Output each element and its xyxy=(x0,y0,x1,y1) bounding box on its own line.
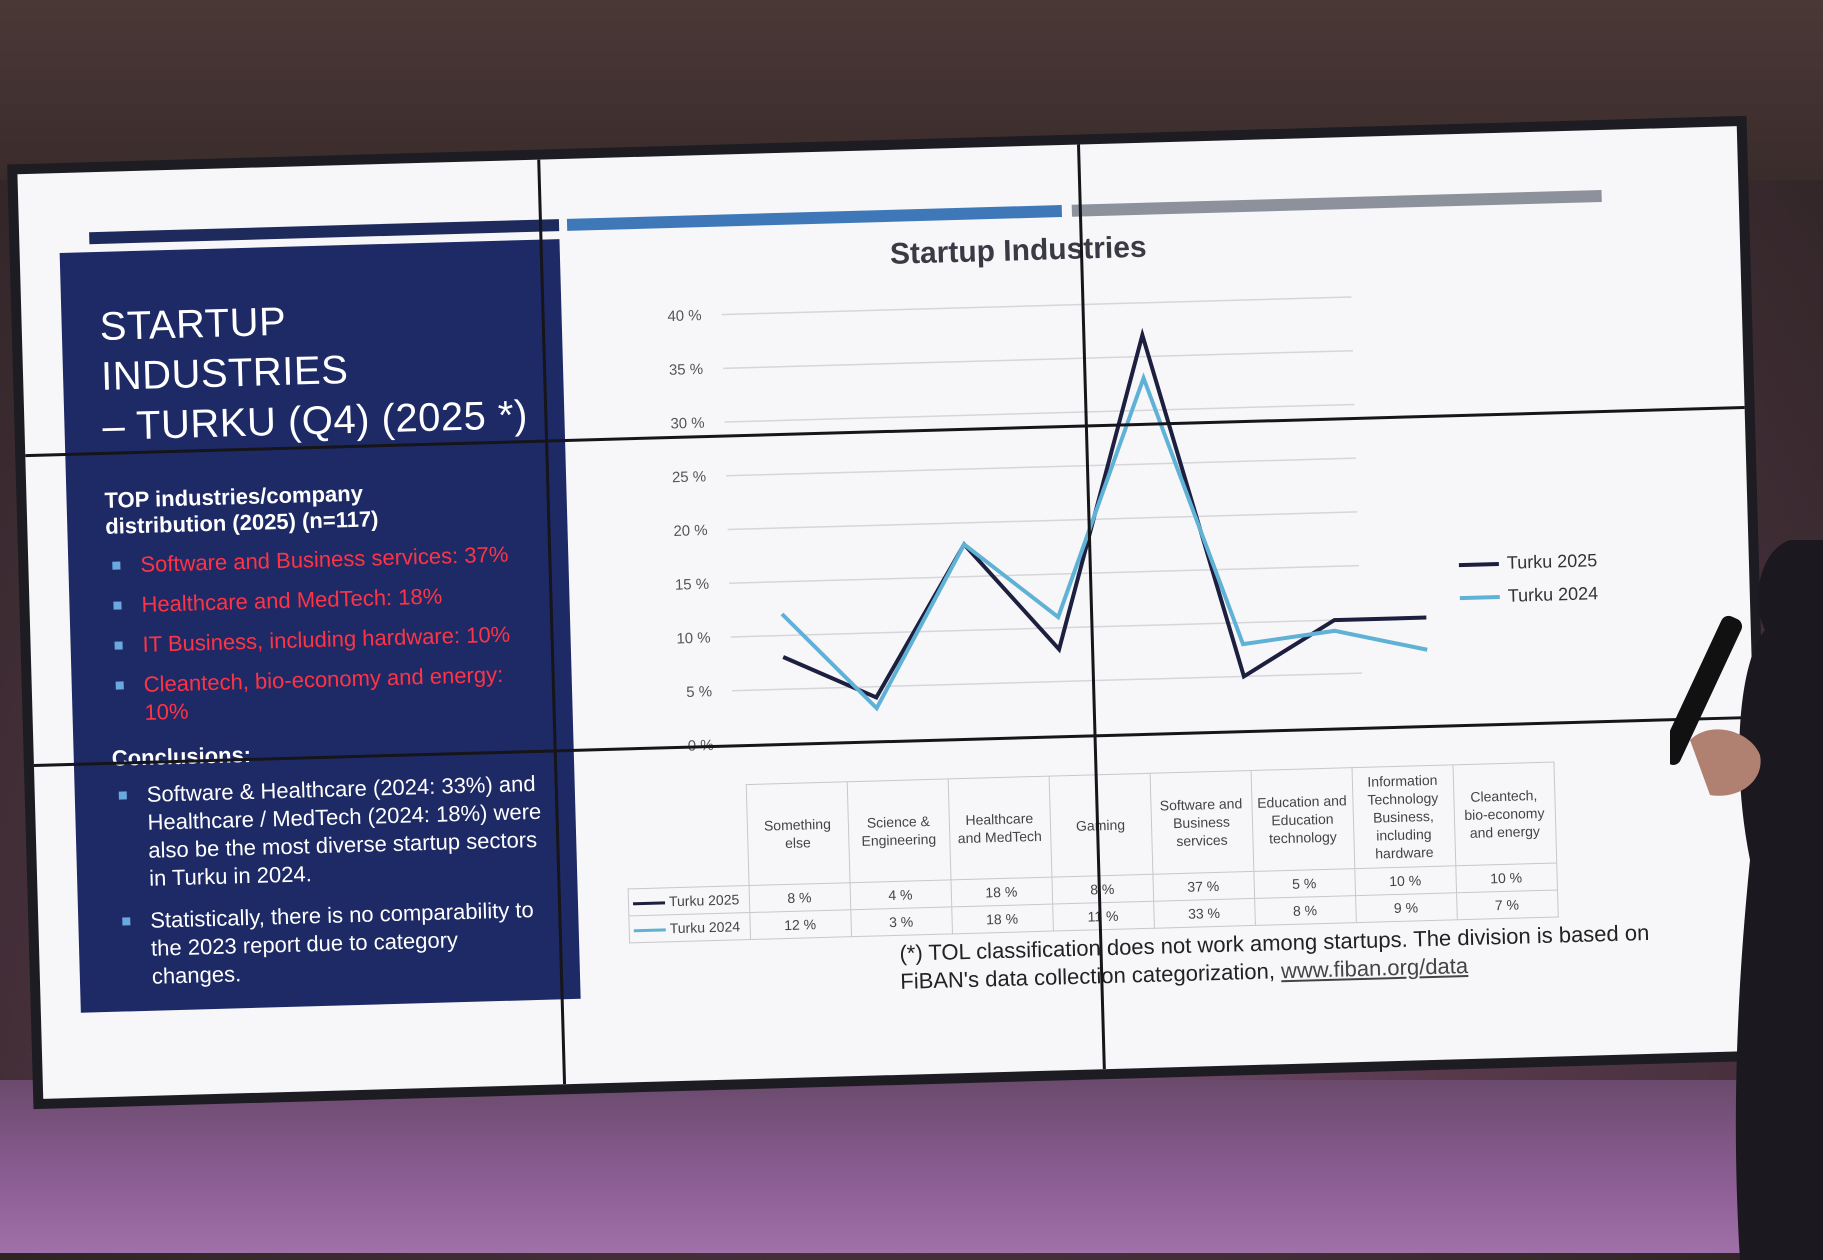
category-label: Education and Education technology xyxy=(1251,768,1355,872)
gridline xyxy=(723,351,1353,369)
list-item: IT Business, including hardware: 10% xyxy=(108,620,543,660)
list-item: Software and Business services: 37% xyxy=(106,540,541,580)
legend-item-2024: Turku 2024 xyxy=(1460,583,1599,608)
accent-bar-blue xyxy=(567,205,1062,231)
list-item: Software & Healthcare (2024: 33%) and He… xyxy=(112,770,549,894)
y-tick-label: 30 % xyxy=(670,415,705,433)
gridline xyxy=(726,458,1356,476)
series-line-0 xyxy=(774,327,1428,700)
series-line-1 xyxy=(776,370,1429,710)
legend-swatch xyxy=(1460,594,1500,599)
y-tick-label: 35 % xyxy=(669,361,704,379)
data-label: 18 % xyxy=(951,904,1053,934)
chart-legend: Turku 2025 Turku 2024 xyxy=(1459,550,1599,620)
summary-panel: STARTUP INDUSTRIES – TURKU (Q4) (2025 *)… xyxy=(60,239,581,1013)
row-label: Turku 2025 xyxy=(669,891,740,909)
data-label: 18 % xyxy=(950,877,1052,907)
row-label: Turku 2024 xyxy=(670,918,741,936)
slide-title-line2: – TURKU (Q4) (2025 *) xyxy=(102,393,529,449)
data-label: 9 % xyxy=(1355,893,1457,923)
row-swatch xyxy=(634,928,666,932)
y-tick-label: 20 % xyxy=(673,522,708,540)
list-item: Cleantech, bio-economy and energy: 10% xyxy=(109,660,544,728)
data-label: 10 % xyxy=(1455,863,1557,893)
legend-item-2025: Turku 2025 xyxy=(1459,550,1598,575)
table-corner xyxy=(625,785,748,889)
slide: STARTUP INDUSTRIES – TURKU (Q4) (2025 *)… xyxy=(17,126,1762,1099)
data-label: 8 % xyxy=(749,883,851,913)
category-label: Gaming xyxy=(1049,773,1153,877)
data-label: 10 % xyxy=(1354,866,1456,896)
category-label: Science & Engineering xyxy=(847,779,951,883)
y-tick-label: 40 % xyxy=(667,307,702,325)
speaker-silhouette xyxy=(1670,540,1823,1260)
list-item: Statistically, there is no comparability… xyxy=(116,896,552,992)
display-screen: STARTUP INDUSTRIES – TURKU (Q4) (2025 *)… xyxy=(7,116,1773,1109)
y-tick-label: 5 % xyxy=(686,683,712,701)
slide-title-line1: STARTUP INDUSTRIES xyxy=(99,300,349,399)
list-item: Healthcare and MedTech: 18% xyxy=(107,580,542,620)
category-label: Cleantech, bio-economy and energy xyxy=(1452,762,1556,866)
category-label: Something else xyxy=(746,782,850,886)
y-tick-label: 15 % xyxy=(675,576,710,594)
y-tick-label: 25 % xyxy=(672,468,707,486)
legend-label: Turku 2025 xyxy=(1507,550,1598,574)
category-label: Information Technology Business, includi… xyxy=(1352,765,1456,869)
slide-title: STARTUP INDUSTRIES – TURKU (Q4) (2025 *) xyxy=(99,290,537,452)
category-label: Healthcare and MedTech xyxy=(948,776,1052,880)
data-label: 12 % xyxy=(749,910,851,940)
series-label-2024: Turku 2024 xyxy=(629,913,750,943)
data-label: 33 % xyxy=(1153,898,1255,928)
gridline xyxy=(728,512,1358,530)
legend-swatch xyxy=(1459,561,1499,566)
data-label: 4 % xyxy=(850,880,952,910)
row-swatch xyxy=(633,901,665,905)
legend-label: Turku 2024 xyxy=(1507,583,1598,607)
data-label: 3 % xyxy=(850,907,952,937)
data-label: 37 % xyxy=(1152,871,1254,901)
y-tick-label: 10 % xyxy=(676,630,711,648)
data-label: 8 % xyxy=(1254,896,1356,926)
gridline xyxy=(729,566,1359,584)
data-label: 8 % xyxy=(1051,874,1153,904)
line-chart: 0 %5 %10 %15 %20 %25 %30 %35 %40 % xyxy=(561,254,1455,798)
top-industries-list: Software and Business services: 37% Heal… xyxy=(106,540,545,728)
stage-background xyxy=(0,1080,1823,1253)
data-label: 11 % xyxy=(1052,901,1154,931)
source-link[interactable]: www.fiban.org/data xyxy=(1281,953,1469,983)
series-label-2025: Turku 2025 xyxy=(628,886,749,916)
data-table: Something else Science & Engineering Hea… xyxy=(625,762,1558,944)
data-label: 7 % xyxy=(1456,890,1558,920)
gridline xyxy=(722,297,1352,315)
category-label: Software and Business services xyxy=(1150,770,1254,874)
accent-bar-gray xyxy=(1072,190,1602,217)
top-industries-heading: TOP industries/company distribution (202… xyxy=(104,476,539,540)
data-label: 5 % xyxy=(1253,869,1355,899)
conclusions-list: Software & Healthcare (2024: 33%) and He… xyxy=(112,770,552,992)
